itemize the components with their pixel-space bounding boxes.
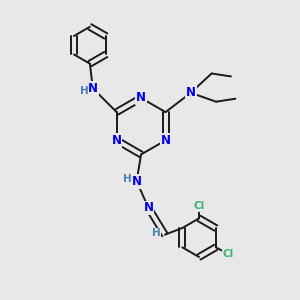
Text: N: N (186, 86, 196, 99)
Text: N: N (143, 202, 154, 214)
Text: N: N (112, 134, 122, 147)
Text: N: N (160, 134, 170, 147)
Text: N: N (136, 92, 146, 104)
Text: N: N (132, 175, 142, 188)
Text: H: H (152, 228, 161, 238)
Text: H: H (123, 174, 131, 184)
Text: H: H (80, 86, 88, 96)
Text: Cl: Cl (194, 201, 205, 211)
Text: N: N (88, 82, 98, 95)
Text: Cl: Cl (223, 249, 234, 259)
